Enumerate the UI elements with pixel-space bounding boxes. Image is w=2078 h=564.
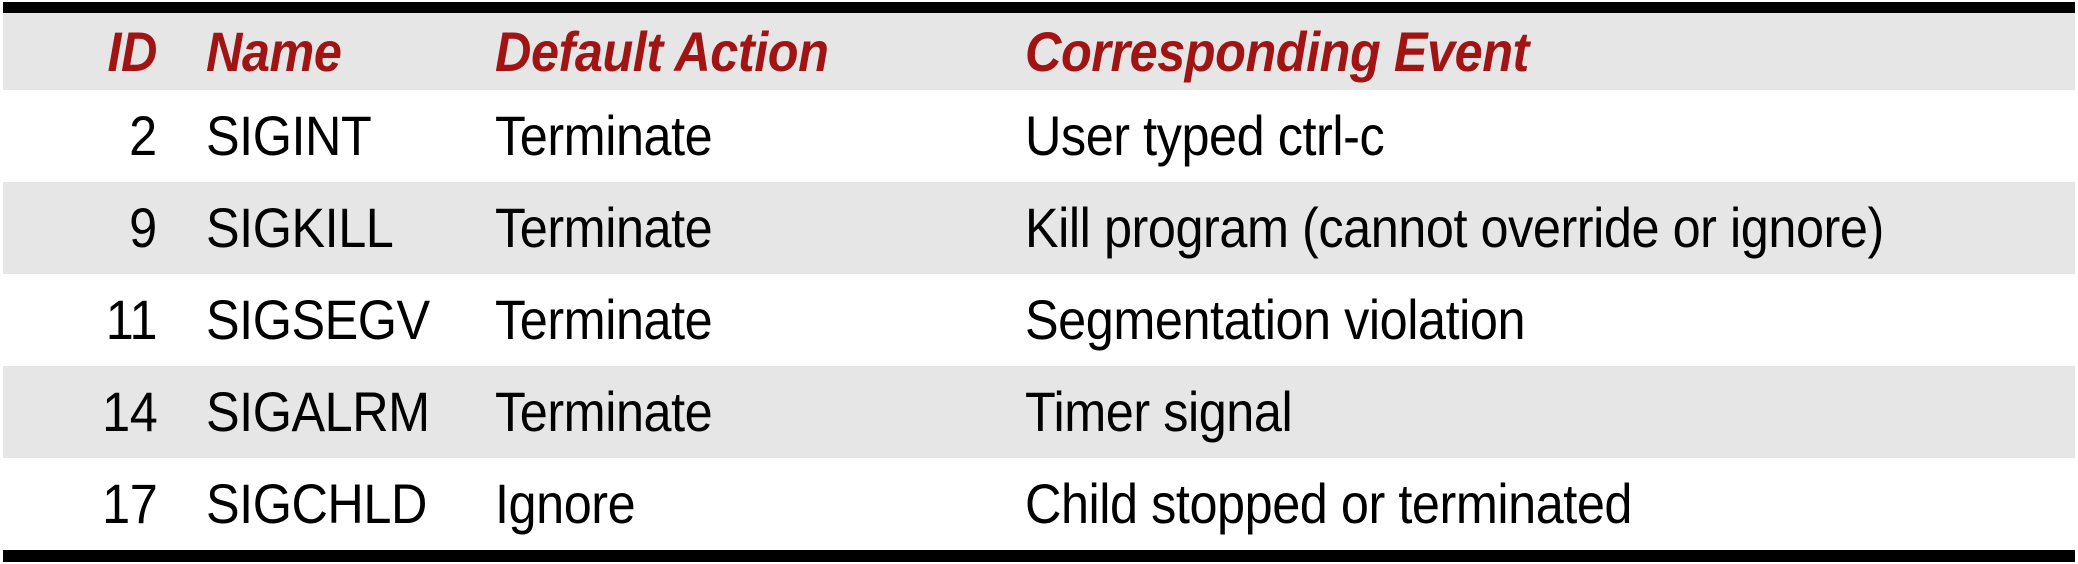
table-header-row: ID Name Default Action Corresponding Eve… — [3, 13, 2075, 90]
cell-corresponding-event: Segmentation violation — [1025, 288, 1526, 351]
cell-name: SIGALRM — [206, 380, 430, 443]
cell-default-action: Terminate — [495, 288, 713, 351]
cell-default-action: Terminate — [495, 196, 713, 259]
cell-corresponding-event: Timer signal — [1025, 380, 1293, 443]
cell-id: 17 — [101, 472, 158, 535]
col-header-corresponding-event: Corresponding Event — [1025, 19, 1529, 83]
cell-corresponding-event: Child stopped or terminated — [1025, 472, 1633, 535]
cell-id: 14 — [101, 380, 158, 443]
cell-default-action: Ignore — [495, 472, 636, 535]
table-row: 14 SIGALRM Terminate Timer signal — [3, 366, 2075, 458]
table-row: 17 SIGCHLD Ignore Child stopped or termi… — [3, 458, 2075, 550]
cell-name: SIGKILL — [206, 196, 394, 259]
cell-id: 11 — [105, 288, 158, 351]
col-header-id: ID — [107, 19, 158, 83]
cell-name: SIGINT — [206, 104, 372, 167]
cell-default-action: Terminate — [495, 104, 713, 167]
cell-default-action: Terminate — [495, 380, 713, 443]
cell-name: SIGCHLD — [206, 472, 427, 535]
col-header-name: Name — [206, 19, 342, 83]
table-row: 9 SIGKILL Terminate Kill program (cannot… — [3, 182, 2075, 274]
table-row: 2 SIGINT Terminate User typed ctrl-c — [3, 90, 2075, 182]
table-row: 11 SIGSEGV Terminate Segmentation violat… — [3, 274, 2075, 366]
col-header-default-action: Default Action — [495, 19, 829, 83]
cell-name: SIGSEGV — [206, 288, 430, 351]
cell-id: 9 — [129, 196, 157, 259]
signal-table: ID Name Default Action Corresponding Eve… — [3, 2, 2075, 562]
cell-corresponding-event: User typed ctrl-c — [1025, 104, 1385, 167]
cell-corresponding-event: Kill program (cannot override or ignore) — [1025, 196, 1884, 259]
cell-id: 2 — [129, 104, 157, 167]
